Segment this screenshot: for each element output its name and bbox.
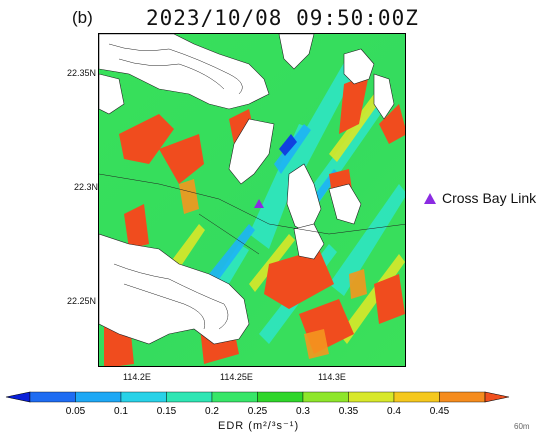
colorbar-tick-label: 0.15 — [157, 406, 177, 417]
colorbar-segment — [257, 391, 304, 403]
coastlines — [99, 43, 405, 330]
land-masses — [99, 34, 395, 345]
colorbar-segment — [29, 391, 76, 403]
lon-tick-label: 114.2E — [123, 372, 151, 382]
lat-tick-label: 22.25N — [67, 296, 97, 306]
colorbar-segment — [348, 391, 395, 403]
colorbar-tick-label: 0.35 — [339, 406, 359, 417]
colorbar-tick-label: 0.45 — [430, 406, 450, 417]
colorbar-segment — [211, 391, 258, 403]
elevated-edr-patches — [179, 179, 367, 359]
colorbar-tick-label: 0.1 — [114, 406, 128, 417]
legend-label: Cross Bay Link — [442, 190, 537, 206]
colorbar-title: EDR (m²/³s⁻¹) — [218, 420, 300, 432]
cross-bay-link-marker — [254, 199, 264, 208]
colorbar-tick-label: 0.2 — [205, 406, 219, 417]
lon-tick-label: 114.3E — [318, 372, 346, 382]
edr-map — [98, 33, 406, 367]
colorbar-tick-label: 0.3 — [296, 406, 310, 417]
edr-field — [99, 34, 405, 366]
colorbar-segment — [75, 391, 122, 403]
legend: Cross Bay Link — [424, 190, 536, 206]
height-note: 60m — [514, 422, 530, 431]
colorbar-segment — [393, 391, 440, 403]
lat-tick-label: 22.3N — [74, 182, 99, 192]
lon-tick-label: 114.25E — [220, 372, 253, 382]
colorbar-segment — [120, 391, 167, 403]
moderate-edr-streaks — [169, 94, 405, 344]
colorbar: 0.05 0.1 0.15 0.2 0.25 0.3 0.35 0.4 0.45 — [0, 384, 550, 440]
colorbar-tick-label: 0.4 — [387, 406, 401, 417]
lat-tick-label: 22.35N — [67, 68, 97, 78]
triangle-icon — [424, 192, 436, 204]
colorbar-tick-label: 0.05 — [66, 406, 86, 417]
colorbar-segment — [166, 391, 213, 403]
colorbar-bar: 0.05 0.1 0.15 0.2 0.25 0.3 0.35 0.4 0.45 — [5, 391, 510, 417]
plot-title: 2023/10/08 09:50:00Z — [146, 6, 419, 30]
colorbar-segment — [439, 391, 486, 403]
minimum-edr-patch — [279, 134, 297, 156]
colorbar-segment — [302, 391, 349, 403]
colorbar-tick-label: 0.25 — [248, 406, 268, 417]
colorbar-max-arrow — [484, 391, 510, 403]
colorbar-min-arrow — [5, 391, 31, 403]
panel-label: (b) — [72, 8, 93, 27]
